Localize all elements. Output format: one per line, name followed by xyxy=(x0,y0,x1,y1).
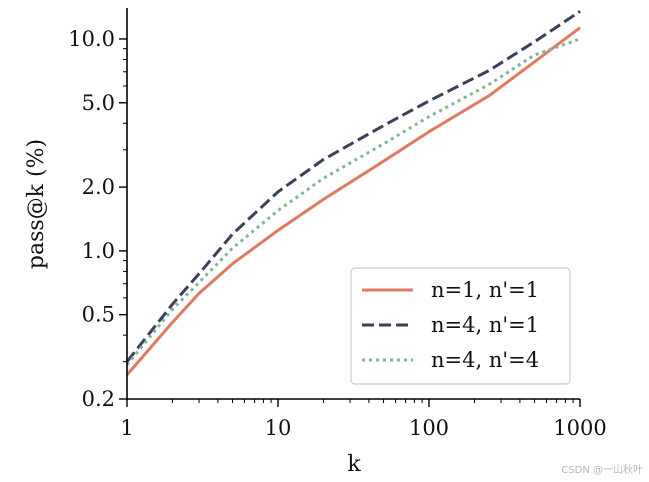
x-tick-label: 1 xyxy=(120,416,133,440)
y-tick-label: 5.0 xyxy=(82,91,115,115)
y-tick-label: 0.5 xyxy=(82,303,115,327)
x-axis-title: k xyxy=(347,452,361,477)
y-tick-label: 0.2 xyxy=(82,387,115,411)
legend-label: n=4, n'=1 xyxy=(431,313,539,337)
x-tick-label: 10 xyxy=(265,416,292,440)
series-line-1 xyxy=(125,26,581,376)
watermark: CSDN @一山秋叶 xyxy=(561,465,643,476)
y-tick-label: 1.0 xyxy=(82,239,115,263)
y-tick-label: 2.0 xyxy=(82,175,115,199)
x-tick-label: 100 xyxy=(409,416,449,440)
legend-label: n=4, n'=4 xyxy=(431,348,539,372)
legend-label: n=1, n'=1 xyxy=(431,278,539,302)
legend-box xyxy=(350,267,571,385)
y-tick-label: 10.0 xyxy=(68,27,115,51)
x-tick-label: 1000 xyxy=(553,416,606,440)
y-axis-title: pass@k (%) xyxy=(24,139,49,269)
series-line-2 xyxy=(125,10,581,363)
series-layer xyxy=(125,10,581,376)
axes-layer: 1 10 100 1000 0.2 0.5 1.0 2.0 5.0 10.0 xyxy=(68,8,607,440)
legend: n=1, n'=1 n=4, n'=1 n=4, n'=4 xyxy=(350,267,571,385)
